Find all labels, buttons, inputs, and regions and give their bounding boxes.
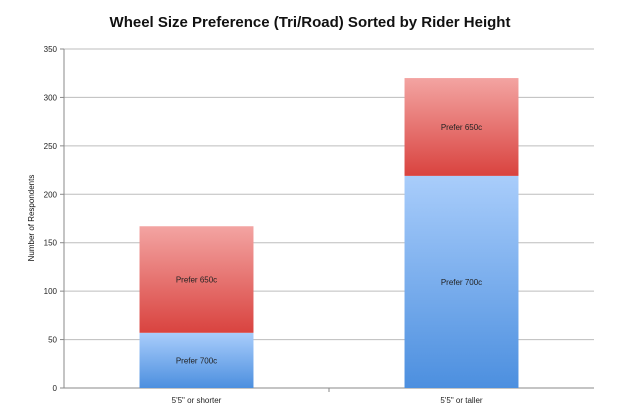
y-tick-label: 0 — [53, 384, 58, 393]
y-tick-label: 300 — [44, 93, 58, 102]
bar-segment-label: Prefer 650c — [441, 123, 482, 132]
y-axis-title: Number of Respondents — [27, 175, 36, 262]
y-tick-label: 50 — [48, 336, 57, 345]
bar-segment-prefer-700c[interactable] — [404, 175, 519, 388]
y-tick-label: 150 — [44, 239, 58, 248]
y-tick-label: 100 — [44, 287, 58, 296]
y-tick-label: 350 — [44, 45, 58, 54]
bar-segment-label: Prefer 650c — [176, 276, 217, 285]
x-tick-label: 5'5" or shorter — [172, 396, 222, 405]
bar-segment-label: Prefer 700c — [176, 356, 217, 365]
bar-segment-label: Prefer 700c — [441, 278, 482, 287]
bar-segment-prefer-650c[interactable] — [404, 78, 519, 176]
y-tick-label: 200 — [44, 190, 58, 199]
x-tick-label: 5'5" or taller — [440, 396, 483, 405]
bar-segment-prefer-700c[interactable] — [139, 332, 254, 388]
y-tick-label: 250 — [44, 142, 58, 151]
bar-segment-prefer-650c[interactable] — [139, 226, 254, 333]
chart-title: Wheel Size Preference (Tri/Road) Sorted … — [109, 14, 511, 31]
